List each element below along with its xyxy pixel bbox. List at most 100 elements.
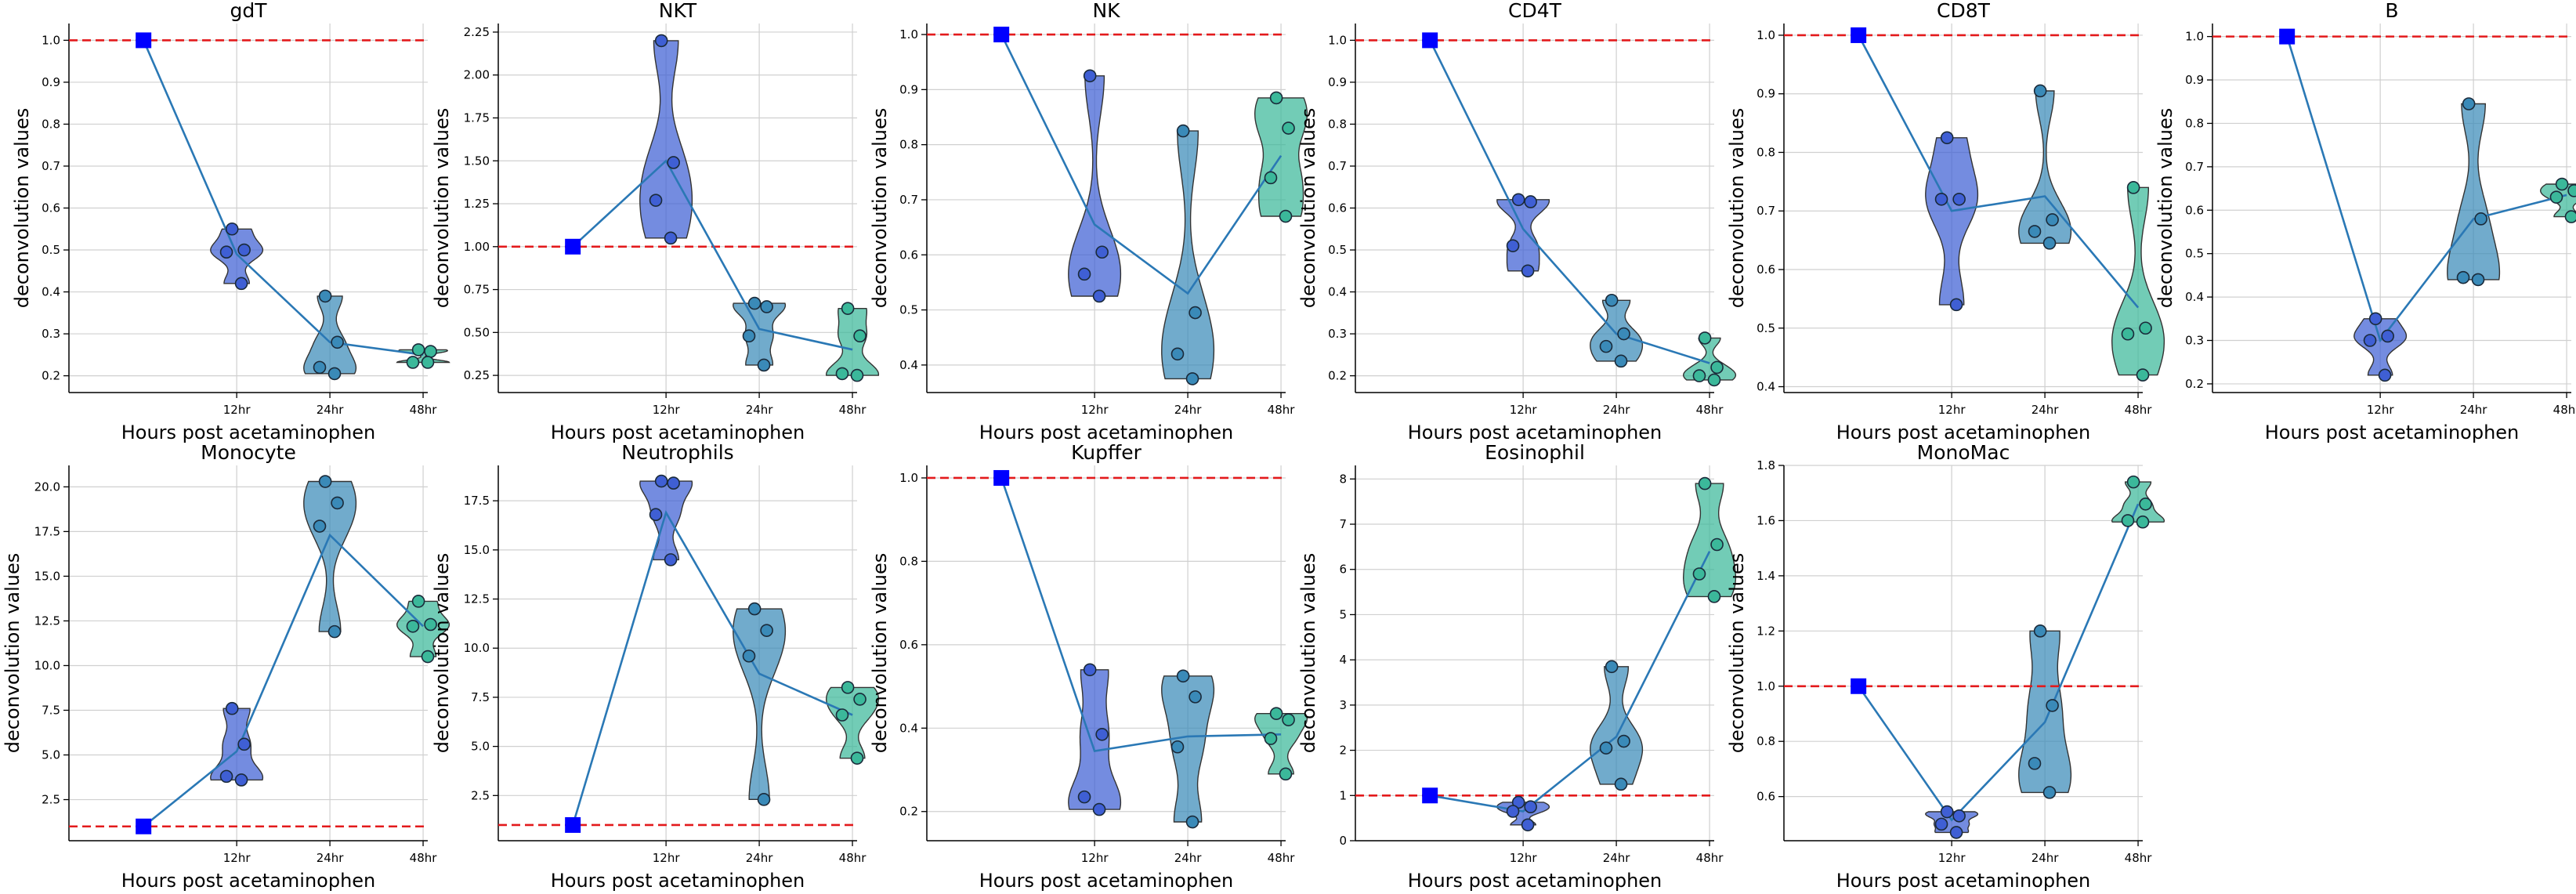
y-tick-label: 7.5 (471, 690, 490, 704)
baseline-marker (993, 27, 1010, 43)
subplot-gdt: 0.2 0.3 0.4 0.5 0.6 0.7 0.8 0.9 1.0 12hr 24hr 48hr g… (11, 0, 450, 443)
y-tick-label: 17.5 (34, 524, 60, 538)
y-tick-label: 15.0 (464, 543, 490, 557)
data-point (237, 737, 251, 751)
x-axis-label: Hours post acetaminophen (1408, 422, 1662, 443)
subplot-title: B (2385, 0, 2398, 22)
data-point (1934, 192, 1948, 206)
baseline-marker (565, 238, 581, 255)
y-tick-label: 0.5 (2185, 247, 2204, 261)
y-tick-label: 0.3 (1328, 327, 1347, 341)
data-point (2046, 213, 2059, 226)
trend-line (1000, 477, 1282, 753)
x-tick-label: 48hr (410, 403, 438, 417)
x-axis-label: Hours post acetaminophen (1836, 422, 2091, 443)
y-axis-label: deconvolution values (869, 108, 891, 309)
x-tick-label: 24hr (746, 851, 774, 865)
data-point (1521, 264, 1535, 278)
y-tick-label: 0.4 (1328, 285, 1347, 299)
y-tick-label: 0.3 (2185, 334, 2204, 348)
data-point (1095, 727, 1109, 741)
y-tick-label: 0.9 (1328, 75, 1347, 89)
y-tick-label: 0.8 (42, 117, 60, 131)
violin-24hr (1590, 666, 1644, 785)
data-point (331, 335, 344, 349)
data-point (747, 296, 762, 310)
subplot-title: CD8T (1937, 0, 1991, 22)
y-tick-label: 1.50 (464, 154, 490, 168)
y-tick-label: 2.5 (471, 788, 490, 802)
y-tick-label: 4 (1339, 653, 1347, 667)
y-tick-label: 1.00 (464, 240, 490, 254)
y-tick-label: 0.75 (464, 283, 490, 297)
violin-24hr (1161, 675, 1215, 823)
data-point (1952, 809, 1966, 823)
data-point (1189, 306, 1202, 320)
trend-line (571, 509, 853, 826)
data-point (1189, 690, 1202, 704)
data-point (1617, 327, 1630, 341)
y-tick-label: 0.6 (2185, 203, 2204, 217)
y-axis-label: deconvolution values (1297, 108, 1319, 309)
data-point (1176, 124, 1190, 138)
data-point (1269, 91, 1283, 105)
y-tick-label: 1.25 (464, 197, 490, 211)
x-axis-label: Hours post acetaminophen (979, 870, 1234, 892)
y-tick-label: 1 (1339, 788, 1347, 802)
y-tick-label: 1.4 (1757, 569, 1775, 583)
data-point (1614, 777, 1628, 791)
x-tick-label: 24hr (2031, 403, 2060, 417)
data-point (2139, 321, 2152, 335)
subplot-nk: 0.4 0.5 0.6 0.7 0.8 0.9 1.0 12hr 24hr 48hr NK Hours… (869, 0, 1308, 443)
data-point (850, 368, 864, 382)
subplot-eosinophil: 0 1 2 3 4 5 6 7 8 12hr 24hr 48hr Eosinophil Hours pos… (1297, 441, 1737, 892)
x-tick-label: 48hr (839, 851, 867, 865)
violin-12hr (210, 708, 264, 781)
data-point (2363, 334, 2377, 347)
y-tick-label: 0.6 (1757, 262, 1775, 277)
y-tick-label: 0 (1339, 834, 1347, 848)
y-tick-label: 7.5 (42, 703, 60, 717)
data-point (1692, 567, 1706, 581)
data-point (760, 624, 773, 637)
y-tick-label: 5.0 (471, 740, 490, 754)
data-point (664, 231, 678, 245)
y-tick-label: 1.0 (899, 27, 918, 42)
data-point (1599, 741, 1613, 755)
x-tick-label: 12hr (1510, 403, 1538, 417)
subplot-title: NK (1092, 0, 1120, 22)
data-point (1083, 69, 1097, 83)
y-tick-label: 0.6 (899, 638, 918, 652)
data-point (327, 624, 342, 639)
subplot-title: Kupffer (1071, 441, 1141, 464)
y-tick-label: 2 (1339, 744, 1347, 758)
data-point (2028, 757, 2042, 770)
data-point (327, 367, 342, 381)
x-tick-label: 48hr (2553, 403, 2576, 417)
data-point (2033, 624, 2047, 638)
data-point (1264, 171, 1278, 185)
data-point (2121, 514, 2135, 527)
y-tick-label: 0.25 (464, 368, 490, 382)
data-point (1940, 805, 1954, 819)
x-tick-label: 48hr (1268, 403, 1296, 417)
data-point (411, 595, 425, 608)
violin-48hr (825, 686, 880, 759)
y-tick-label: 0.7 (2185, 160, 2204, 174)
data-point (225, 222, 239, 236)
baseline-marker (565, 816, 581, 833)
x-tick-label: 48hr (410, 851, 438, 865)
baseline-marker (1851, 27, 1867, 43)
violin-48hr (2111, 481, 2165, 523)
data-point (742, 329, 756, 343)
y-tick-label: 12.5 (34, 613, 60, 628)
data-point (757, 358, 771, 372)
data-point (1092, 802, 1106, 816)
violin-24hr (733, 302, 787, 366)
data-point (654, 474, 668, 488)
data-point (742, 649, 756, 663)
x-tick-label: 12hr (1081, 851, 1109, 865)
data-point (1264, 732, 1278, 745)
data-point (421, 650, 435, 664)
